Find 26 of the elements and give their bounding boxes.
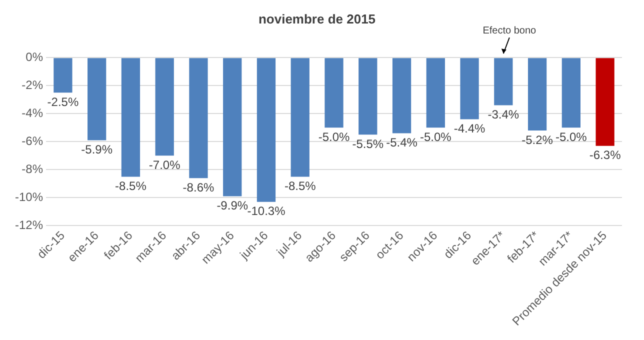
y-tick-label: -8%: [22, 162, 44, 176]
y-tick-label: -6%: [22, 134, 44, 148]
data-label: -5.0%: [420, 130, 452, 144]
y-tick-label: -10%: [15, 190, 44, 204]
data-label: -6.3%: [589, 148, 622, 162]
data-label: -2.5%: [47, 94, 79, 109]
data-label: -5.0%: [556, 130, 588, 144]
data-label: -8.5%: [284, 179, 316, 193]
y-tick-label: -2%: [22, 78, 44, 92]
y-tick-label: -12%: [15, 218, 44, 232]
data-label: -5.0%: [318, 130, 350, 144]
y-tick-label: -4%: [22, 106, 44, 120]
data-label: -4.4%: [454, 122, 486, 136]
data-label: -5.4%: [386, 136, 418, 150]
data-label: -10.3%: [247, 204, 286, 218]
data-label: -7.0%: [148, 158, 181, 172]
data-label: -9.9%: [216, 198, 248, 213]
data-label: -8.6%: [182, 180, 214, 194]
data-label: -5.9%: [81, 142, 113, 157]
data-label: -8.5%: [115, 179, 147, 193]
chart-title: noviembre de 2015: [258, 11, 376, 26]
data-label: -5.2%: [522, 132, 554, 147]
data-label: -5.5%: [352, 136, 384, 151]
y-tick-label: 0%: [26, 50, 44, 64]
annotation: Efecto bono: [482, 25, 537, 36]
data-label: -3.4%: [488, 108, 520, 122]
